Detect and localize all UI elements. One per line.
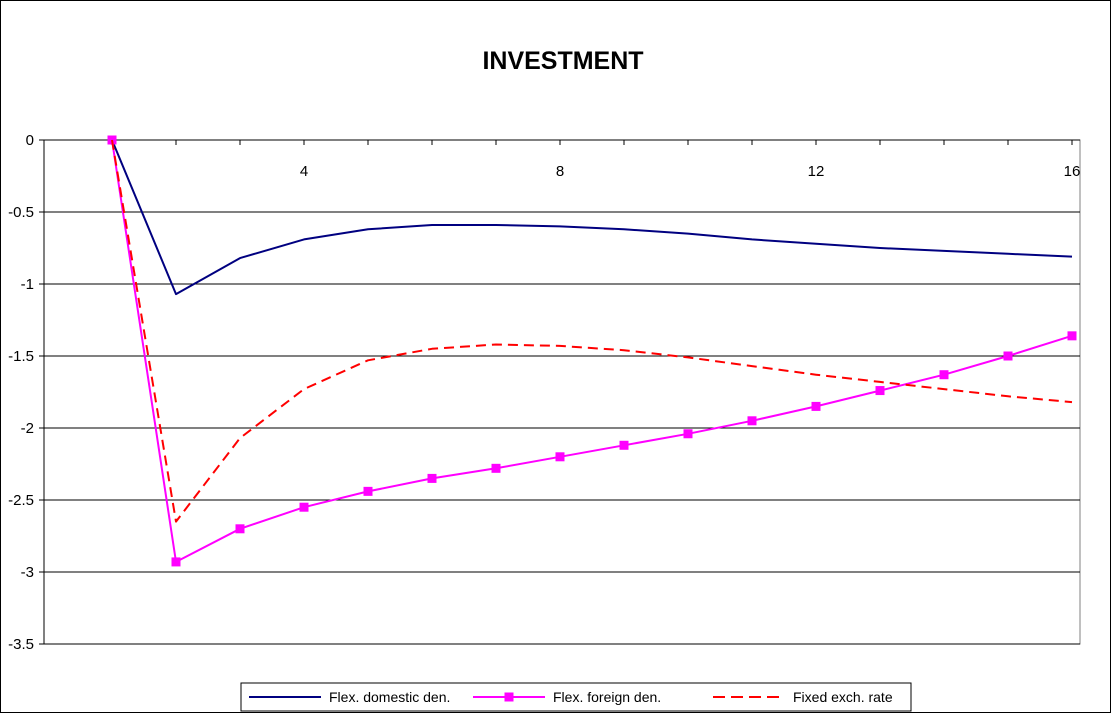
y-tick-label: -1.5 [8,348,34,365]
y-tick-label: -3 [21,564,34,581]
series-marker [683,429,693,439]
legend-label: Fixed exch. rate [793,689,893,705]
series-lines [107,135,1077,567]
gridlines [43,139,1081,645]
plot-area-border [43,139,1081,645]
x-tick-label: 16 [1064,163,1081,180]
series-line-2 [111,139,1073,523]
series-line-1 [111,139,1073,563]
legend-label: Flex. domestic den. [329,689,450,705]
y-tick-label: -2.5 [8,492,34,509]
y-tick-label: -2 [21,420,34,437]
y-tick-label: 0 [26,132,34,149]
series-marker [555,452,565,462]
legend-marker [504,692,514,702]
x-tick-label: 4 [300,163,308,180]
series-marker [619,440,629,450]
series-marker [491,463,501,473]
series-marker [171,557,181,567]
series-marker [299,502,309,512]
series-marker [747,416,757,426]
chart-title: INVESTMENT [482,47,643,75]
y-tick-label: -0.5 [8,204,34,221]
y-tick-label: -3.5 [8,636,34,653]
legend-box [240,682,912,712]
series-line-0 [111,139,1073,296]
series-marker [939,370,949,380]
x-tick-label: 12 [808,163,825,180]
legend: Flex. domestic den. Flex. foreign den. Fix… [240,682,912,712]
y-tick-label: -1 [21,276,34,293]
series-marker [875,386,885,396]
series-marker [235,524,245,534]
series-marker [1067,331,1077,341]
x-tick-label: 8 [556,163,564,180]
series-marker [363,486,373,496]
legend-label: Flex. foreign den. [553,689,661,705]
series-marker [811,401,821,411]
series-marker [1003,351,1013,361]
series-marker [427,473,437,483]
axes: 0 -0.5 -1 -1.5 -2 -2.5 -3 -3.5 4 8 12 16 [8,132,1080,653]
